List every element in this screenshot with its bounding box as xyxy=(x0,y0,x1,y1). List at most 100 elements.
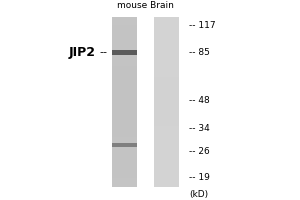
Bar xyxy=(154,97,179,98)
Bar xyxy=(154,78,179,79)
Bar xyxy=(112,61,137,62)
Bar xyxy=(154,107,179,108)
Text: (kD): (kD) xyxy=(189,190,208,199)
Bar xyxy=(112,74,137,75)
Bar xyxy=(112,41,137,42)
Bar xyxy=(154,37,179,38)
Bar xyxy=(154,68,179,69)
Bar xyxy=(112,177,137,178)
Bar xyxy=(112,144,137,145)
Bar xyxy=(112,113,137,114)
Bar xyxy=(154,50,179,51)
Bar xyxy=(154,138,179,139)
Bar xyxy=(112,54,137,55)
Bar xyxy=(154,123,179,124)
Bar xyxy=(154,174,179,175)
Bar xyxy=(154,183,179,184)
Bar xyxy=(112,42,137,43)
Bar xyxy=(112,77,137,78)
Bar xyxy=(154,166,179,167)
Bar xyxy=(112,153,137,154)
Bar xyxy=(112,106,137,107)
Bar xyxy=(112,47,137,48)
Bar xyxy=(112,141,137,142)
Bar xyxy=(154,54,179,55)
Bar xyxy=(112,51,137,52)
Bar xyxy=(154,127,179,128)
Bar xyxy=(154,158,179,159)
Bar xyxy=(154,63,179,64)
Bar xyxy=(112,35,137,36)
Bar xyxy=(112,137,137,138)
Bar xyxy=(154,57,179,58)
Bar xyxy=(154,87,179,88)
Bar xyxy=(154,180,179,181)
Bar xyxy=(112,168,137,169)
Bar xyxy=(112,50,137,51)
Bar xyxy=(112,60,137,61)
Bar xyxy=(112,98,137,99)
Bar xyxy=(154,148,179,149)
Bar xyxy=(154,134,179,135)
Bar xyxy=(154,56,179,57)
Bar xyxy=(154,53,179,54)
Bar xyxy=(112,73,137,74)
Bar xyxy=(154,121,179,122)
Bar xyxy=(112,109,137,110)
Bar xyxy=(154,96,179,97)
Bar xyxy=(112,22,137,23)
Bar xyxy=(112,56,137,57)
Bar xyxy=(112,23,137,24)
Bar xyxy=(154,43,179,44)
Bar xyxy=(112,157,137,158)
Bar xyxy=(112,108,137,109)
Bar xyxy=(112,20,137,21)
Bar xyxy=(154,111,179,112)
Bar xyxy=(154,58,179,59)
Bar xyxy=(112,180,137,181)
Bar xyxy=(154,171,179,172)
Bar xyxy=(154,133,179,134)
Bar xyxy=(154,93,179,94)
Bar xyxy=(154,136,179,137)
Bar xyxy=(112,99,137,100)
Bar xyxy=(154,152,179,153)
Bar xyxy=(112,162,137,163)
Bar xyxy=(154,38,179,39)
Bar xyxy=(112,119,137,120)
Bar xyxy=(154,27,179,28)
Bar xyxy=(154,181,179,182)
Bar xyxy=(154,60,179,61)
Bar xyxy=(112,129,137,130)
Bar xyxy=(154,98,179,99)
Bar xyxy=(154,116,179,117)
Bar xyxy=(154,40,179,41)
Bar xyxy=(154,41,179,42)
Bar xyxy=(154,178,179,179)
Text: -- 26: -- 26 xyxy=(189,147,210,156)
Bar xyxy=(112,34,137,35)
Bar xyxy=(154,173,179,174)
Bar xyxy=(154,114,179,115)
Bar xyxy=(154,160,179,161)
Bar xyxy=(154,142,179,143)
Bar xyxy=(112,111,137,112)
Bar xyxy=(112,156,137,157)
Bar xyxy=(154,139,179,140)
Bar xyxy=(154,163,179,164)
Bar xyxy=(154,154,179,155)
Bar xyxy=(154,80,179,81)
Bar xyxy=(154,91,179,92)
Bar xyxy=(112,148,137,149)
Bar xyxy=(112,96,137,97)
Bar xyxy=(112,30,137,31)
Bar xyxy=(112,186,137,187)
Bar xyxy=(112,92,137,93)
Bar xyxy=(154,92,179,93)
Bar xyxy=(154,118,179,119)
Bar xyxy=(112,182,137,183)
Text: --: -- xyxy=(99,48,107,58)
Bar xyxy=(154,117,179,118)
Bar xyxy=(154,84,179,85)
Bar xyxy=(112,172,137,173)
